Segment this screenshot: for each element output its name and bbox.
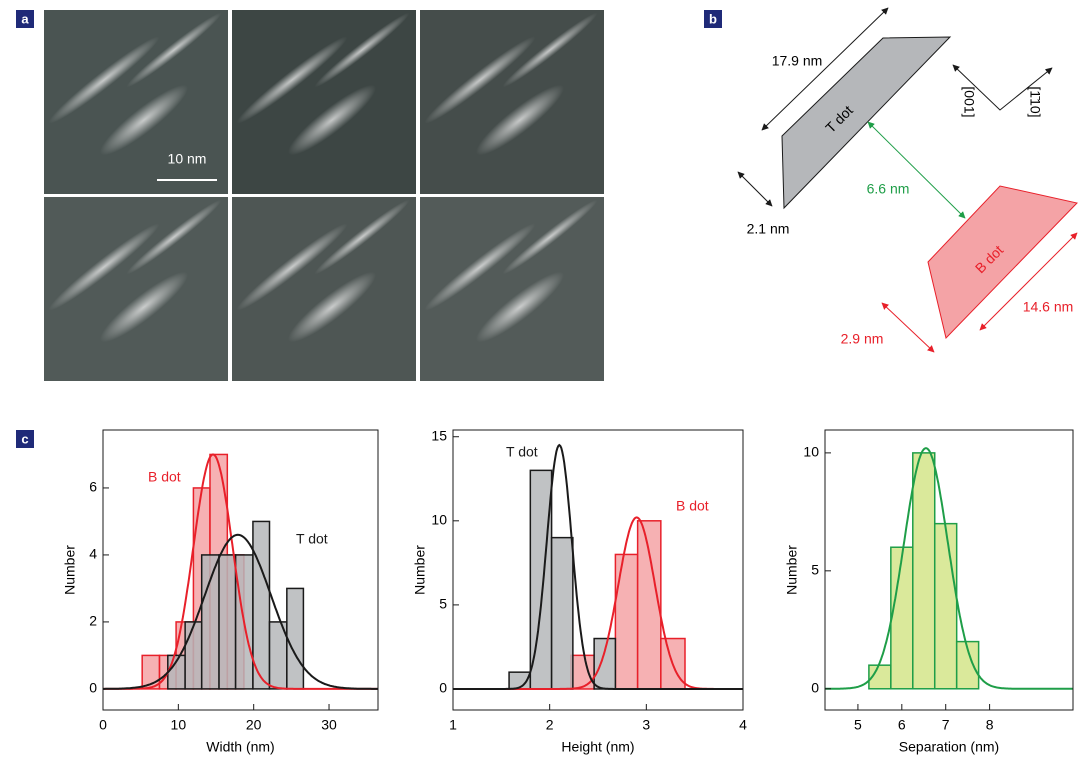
bar <box>218 554 237 690</box>
y-axis-label: Number <box>62 545 78 595</box>
streak <box>476 84 564 156</box>
plot-frame <box>452 429 744 711</box>
y-tick-label: 0 <box>89 680 97 696</box>
b-dot-shape <box>927 185 1078 340</box>
panel-label: c <box>21 431 28 446</box>
fit-curve <box>103 533 378 690</box>
arrow <box>737 171 773 207</box>
streak <box>314 12 410 88</box>
x-tick-label: 6 <box>898 717 906 733</box>
x-tick-label: 3 <box>642 717 650 733</box>
arrow <box>867 121 966 219</box>
bar <box>890 546 914 690</box>
bar <box>912 452 936 690</box>
label-box <box>16 430 34 448</box>
streak <box>502 199 598 275</box>
streak <box>476 271 564 343</box>
bar <box>286 587 305 690</box>
x-tick-label: 10 <box>171 717 187 733</box>
x-tick-label: 8 <box>986 717 994 733</box>
diagram-label: 17.9 nm <box>772 53 823 69</box>
bar <box>636 520 662 690</box>
y-axis-label: Number <box>784 545 800 595</box>
streak <box>48 36 160 124</box>
arrow <box>881 302 935 353</box>
streak <box>100 271 188 343</box>
fit-curve <box>825 447 1073 690</box>
streak <box>236 223 348 311</box>
y-tick-label: 6 <box>89 479 97 495</box>
panel-label: a <box>21 11 29 26</box>
panel-label: b <box>709 11 717 26</box>
bar <box>570 654 595 690</box>
x-tick-label: 4 <box>739 717 747 733</box>
y-tick-label: 5 <box>811 562 819 578</box>
y-axis-label: Number <box>412 545 428 595</box>
x-tick-label: 7 <box>942 717 950 733</box>
y-tick-label: 10 <box>803 444 819 460</box>
x-axis-label: Width (nm) <box>206 739 274 755</box>
diagram-label: 2.1 nm <box>747 221 790 237</box>
streak <box>126 199 222 275</box>
bar <box>252 520 271 690</box>
arrow <box>761 7 889 131</box>
series-label: B dot <box>148 469 181 485</box>
diagram-label: 6.6 nm <box>867 181 910 197</box>
streak <box>288 84 376 156</box>
bar <box>550 536 574 690</box>
panel-labels: a b c <box>16 10 722 448</box>
y-tick-label: 10 <box>431 512 447 528</box>
y-tick-label: 0 <box>811 679 819 695</box>
bar <box>593 637 617 690</box>
streak <box>424 223 536 311</box>
streak <box>424 36 536 124</box>
diagram-label: 14.6 nm <box>1023 299 1074 315</box>
y-tick-label: 4 <box>89 546 97 562</box>
fit-curve <box>453 443 743 690</box>
y-tick-label: 2 <box>89 613 97 629</box>
bar <box>200 554 220 690</box>
bar <box>933 522 958 690</box>
diagram-label: [001] <box>961 86 977 117</box>
scale-label: 10 nm <box>168 151 207 167</box>
axes-arrows <box>952 64 1053 111</box>
label-box <box>704 10 722 28</box>
y-tick-label: 15 <box>431 427 447 443</box>
y-tick-label: 5 <box>439 596 447 612</box>
label-box <box>16 10 34 28</box>
x-axis-label: Separation (nm) <box>899 739 999 755</box>
streak <box>502 12 598 88</box>
x-tick-label: 1 <box>449 717 457 733</box>
diagram-label: 2.9 nm <box>841 331 884 347</box>
x-tick-label: 20 <box>246 717 262 733</box>
diagram-label: [1̄10] <box>1027 86 1043 117</box>
streak <box>126 12 222 88</box>
streak <box>288 271 376 343</box>
streak <box>314 199 410 275</box>
bar <box>955 640 980 690</box>
y-tick-label: 0 <box>439 680 447 696</box>
streak <box>48 223 160 311</box>
series-label: T dot <box>506 444 538 460</box>
x-tick-label: 2 <box>546 717 554 733</box>
x-tick-label: 0 <box>99 717 107 733</box>
stm-images <box>44 10 604 381</box>
plot-frame <box>102 429 379 711</box>
fit-curve <box>103 453 378 690</box>
x-tick-label: 30 <box>321 717 337 733</box>
plot-frame <box>824 429 1074 711</box>
bar <box>614 553 639 690</box>
x-tick-label: 5 <box>854 717 862 733</box>
streak <box>100 84 188 156</box>
series-label: B dot <box>676 498 709 514</box>
diagram: 17.9 nm T dot 2.1 nm 6.6 nm B dot 14.6 n… <box>737 7 1078 353</box>
bar <box>184 621 203 690</box>
arrow <box>979 232 1078 331</box>
series-label: T dot <box>296 531 328 547</box>
x-axis-label: Height (nm) <box>561 739 634 755</box>
streak <box>236 36 348 124</box>
